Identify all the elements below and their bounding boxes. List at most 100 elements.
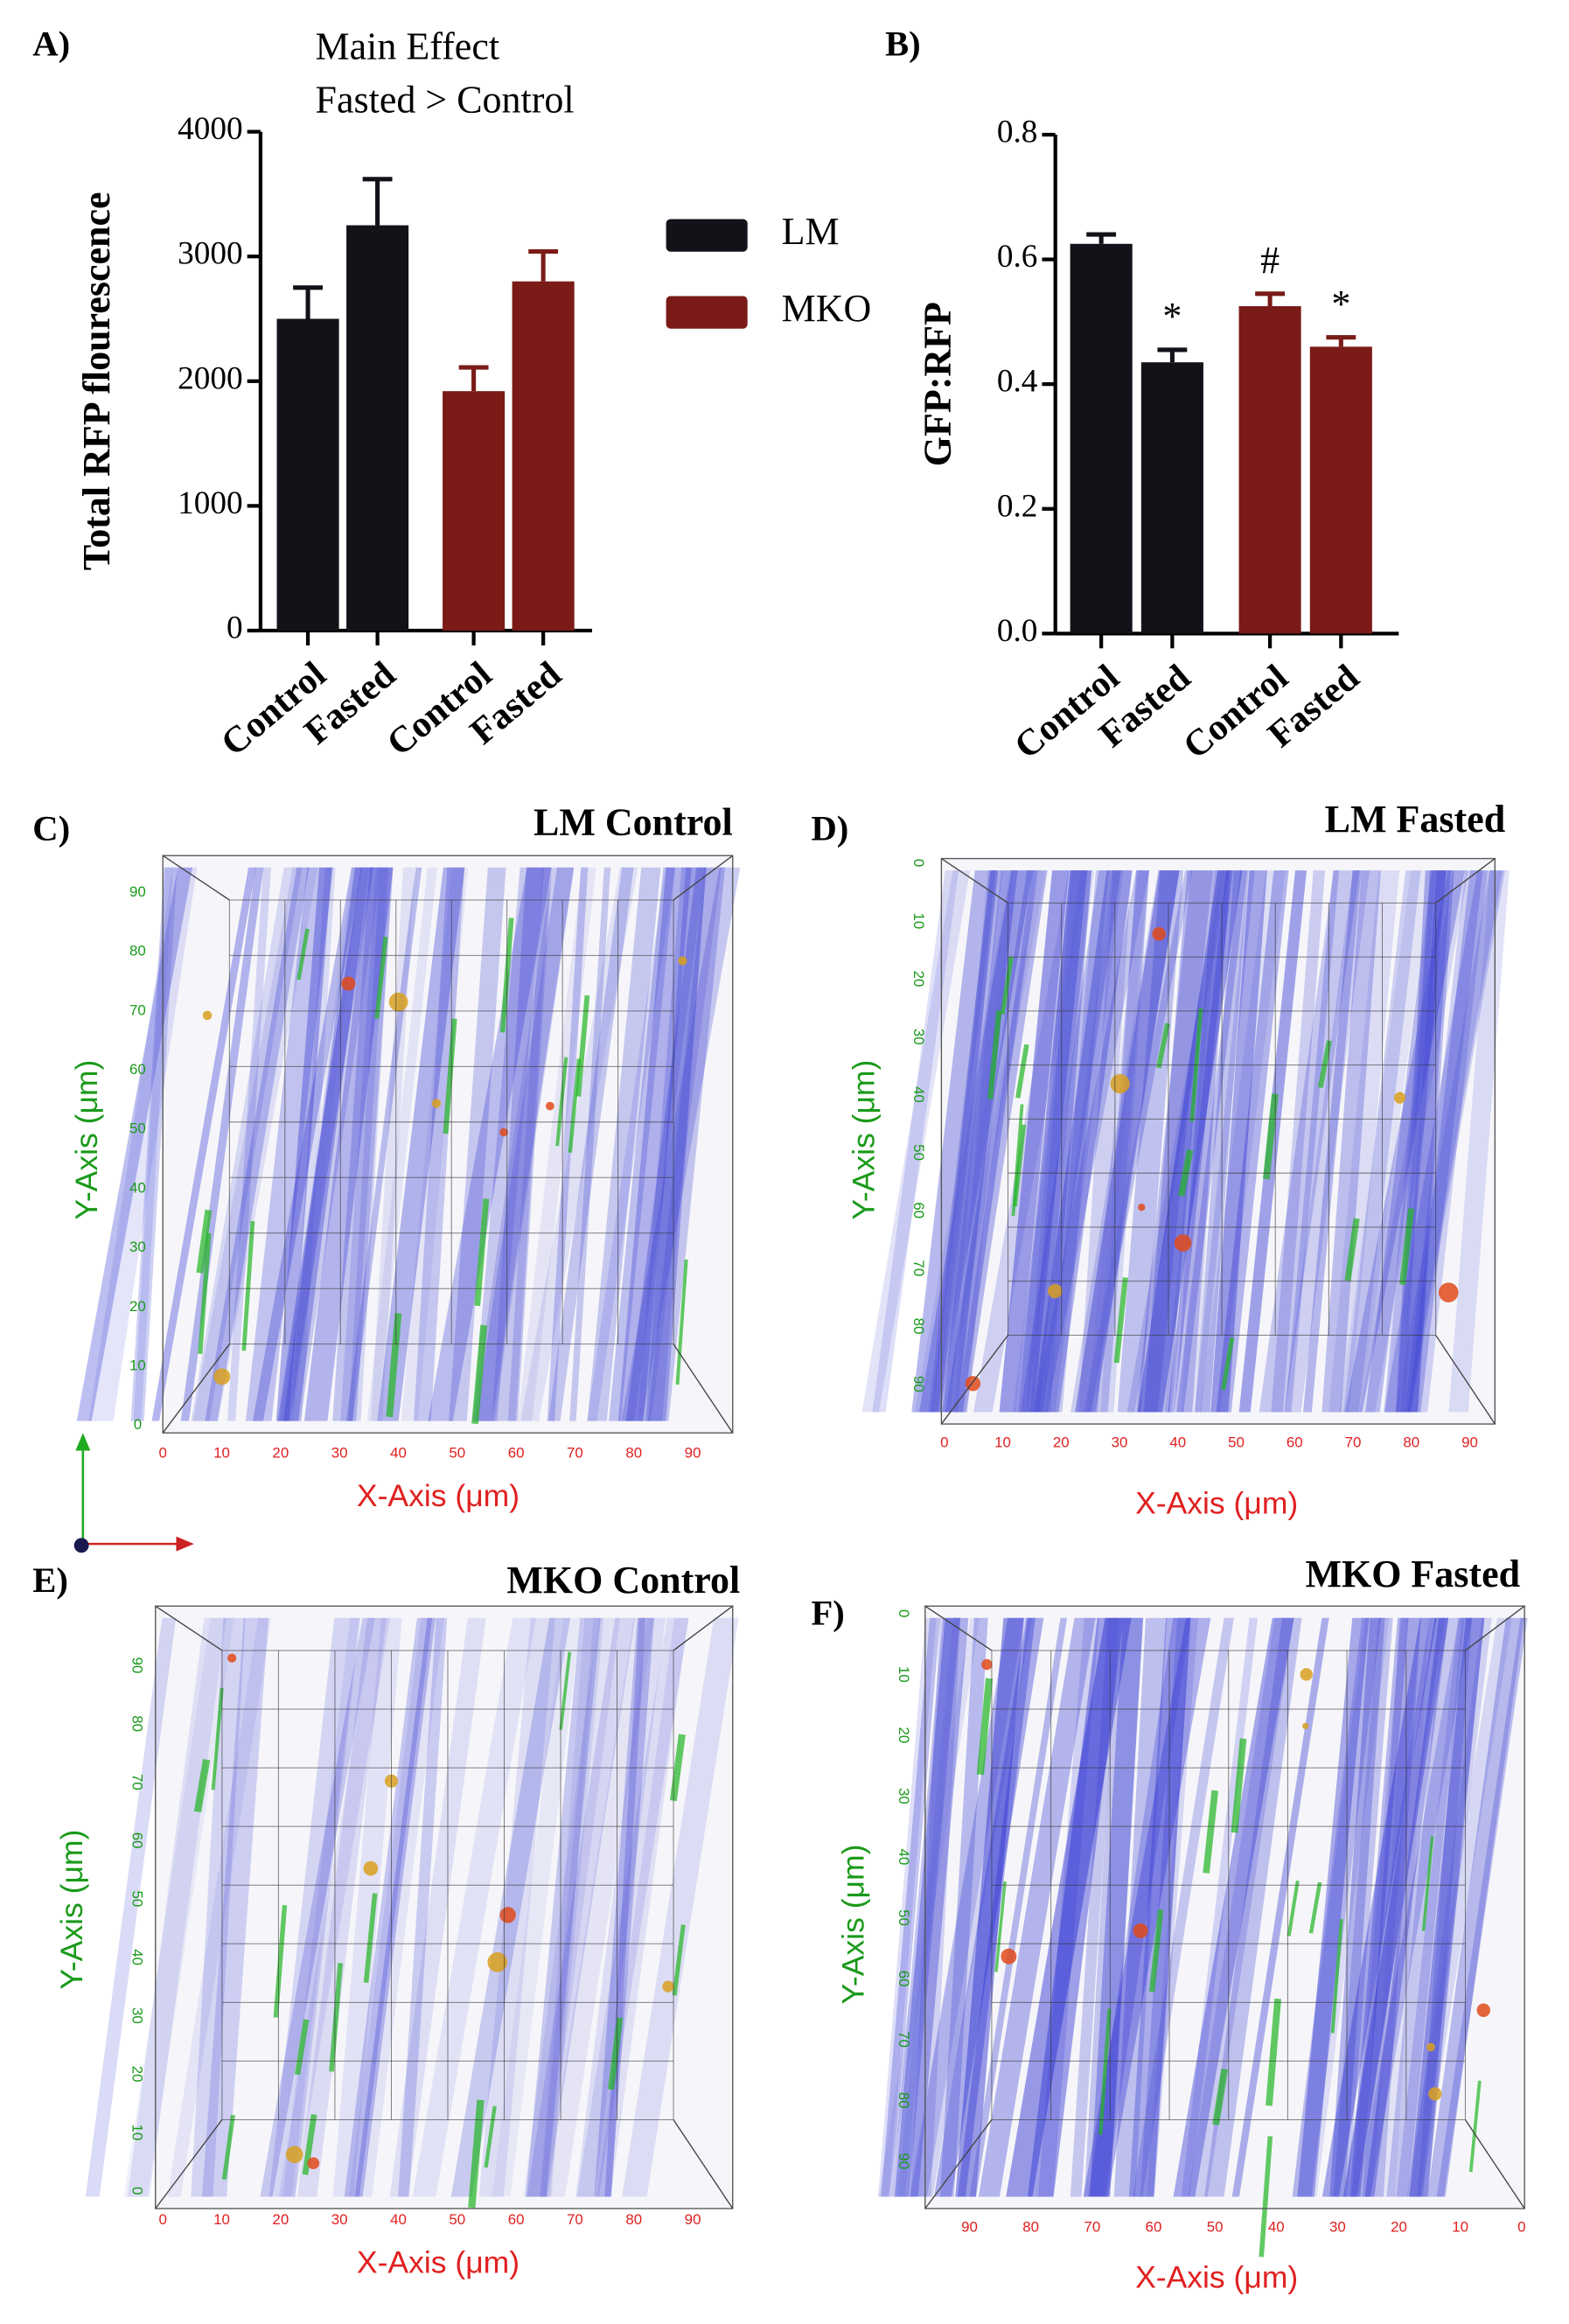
fiber: [861, 870, 971, 1413]
x-tick-label: 20: [272, 1444, 289, 1461]
fiber: [934, 1617, 1044, 2197]
fiber: [911, 870, 997, 1413]
fiber: [348, 1617, 445, 2197]
y-tick-label: 0.8: [997, 115, 1038, 150]
x-tick-label: 40: [390, 2211, 407, 2228]
green-signal: [363, 1893, 378, 1984]
fiber: [1038, 1617, 1099, 2197]
fiber: [939, 1617, 988, 2197]
x-tick-label: 10: [994, 1434, 1011, 1451]
x-tick-label: 80: [625, 1444, 642, 1461]
fiber: [1006, 1617, 1132, 2197]
x-tick-label: 70: [1345, 1434, 1362, 1451]
microscopy-image: [76, 855, 741, 1434]
y-tick-label: 80: [129, 1715, 145, 1732]
y-tick-label: 60: [129, 1832, 145, 1849]
green-signal: [1000, 956, 1014, 1015]
fiber: [245, 867, 333, 1421]
fiber: [1049, 870, 1109, 1413]
fiber: [1020, 870, 1121, 1413]
fiber: [540, 1617, 596, 2197]
y-tick-label: 0: [134, 1416, 142, 1433]
fiber: [1113, 1617, 1168, 2197]
fiber: [1132, 1617, 1234, 2197]
y-tick-label: 4000: [178, 111, 242, 147]
green-signal: [296, 928, 310, 981]
fiber: [1013, 870, 1095, 1413]
red-signal: [678, 956, 687, 966]
fiber: [202, 1617, 269, 2197]
fiber: [1216, 870, 1289, 1413]
fiber: [999, 870, 1070, 1413]
fiber: [1409, 1617, 1492, 2197]
fiber: [587, 867, 661, 1421]
box-edge: [1465, 1605, 1525, 1651]
panel-title: LM Control: [533, 800, 733, 843]
fiber: [1321, 870, 1381, 1413]
green-signal: [1148, 1909, 1164, 1992]
fiber: [1029, 870, 1091, 1413]
fiber: [625, 867, 706, 1421]
x-axis-label: X-Axis (μm): [357, 2245, 520, 2280]
green-signal: [443, 1018, 457, 1134]
fiber: [1026, 870, 1092, 1413]
fiber: [76, 867, 193, 1421]
fiber: [1117, 870, 1184, 1413]
green-signal: [1317, 1040, 1332, 1089]
y-tick-label: 70: [129, 1774, 145, 1790]
green-signal: [1266, 1998, 1281, 2106]
fiber: [1436, 1617, 1528, 2197]
fiber: [637, 867, 707, 1421]
green-signal: [1421, 1836, 1434, 1931]
green-signal: [1203, 1790, 1219, 1874]
fiber: [956, 870, 1039, 1413]
x-tick-label: 70: [567, 2211, 583, 2228]
fiber: [253, 867, 362, 1421]
x-tick-label: 0: [159, 2211, 167, 2228]
y-tick-label: 50: [910, 1144, 927, 1161]
green-signal: [468, 2099, 485, 2209]
fiber: [1359, 870, 1469, 1413]
green-signal: [386, 1313, 402, 1418]
fiber: [1078, 870, 1132, 1413]
red-signal: [499, 1907, 516, 1923]
y-tick-label: 70: [129, 1001, 146, 1018]
fiber: [268, 1617, 361, 2197]
red-signal: [1152, 926, 1166, 941]
fiber: [1344, 870, 1466, 1413]
y-tick-label: 40: [129, 1179, 146, 1196]
y-tick-label: 60: [910, 1202, 927, 1218]
green-signal: [1308, 1881, 1322, 1934]
box-edge: [924, 1605, 993, 1651]
green-signal: [672, 1924, 686, 1996]
box-edge: [1464, 2119, 1525, 2209]
fiber: [1083, 870, 1193, 1413]
fiber: [1405, 870, 1488, 1413]
y-tick-label: 0: [910, 859, 927, 867]
fiber: [931, 870, 999, 1413]
green-signal: [302, 2114, 317, 2175]
x-tick-label: 30: [331, 2211, 348, 2228]
fiber: [1181, 870, 1227, 1413]
green-signal: [198, 1232, 212, 1354]
green-signal: [196, 1209, 213, 1274]
panel-label: D): [811, 808, 848, 848]
x-tick-label: 80: [625, 2211, 642, 2228]
green-signal: [474, 1198, 490, 1307]
y-tick-label: 10: [896, 1666, 912, 1683]
fiber: [377, 867, 465, 1421]
green-signal: [987, 1010, 1002, 1099]
red-signal: [1428, 2087, 1442, 2101]
fiber: [1333, 1617, 1393, 2197]
x-tick-label: 40: [390, 1444, 407, 1461]
red-signal: [285, 2146, 303, 2164]
green-signal: [1098, 2008, 1112, 2135]
red-signal: [1426, 2042, 1435, 2052]
bar: [1140, 362, 1203, 634]
red-signal: [662, 1980, 674, 1992]
panel-label: F): [811, 1593, 844, 1632]
box-edge: [940, 1335, 1009, 1425]
y-axis-label: GFP:RFP: [916, 302, 959, 466]
fiber: [540, 1617, 604, 2197]
